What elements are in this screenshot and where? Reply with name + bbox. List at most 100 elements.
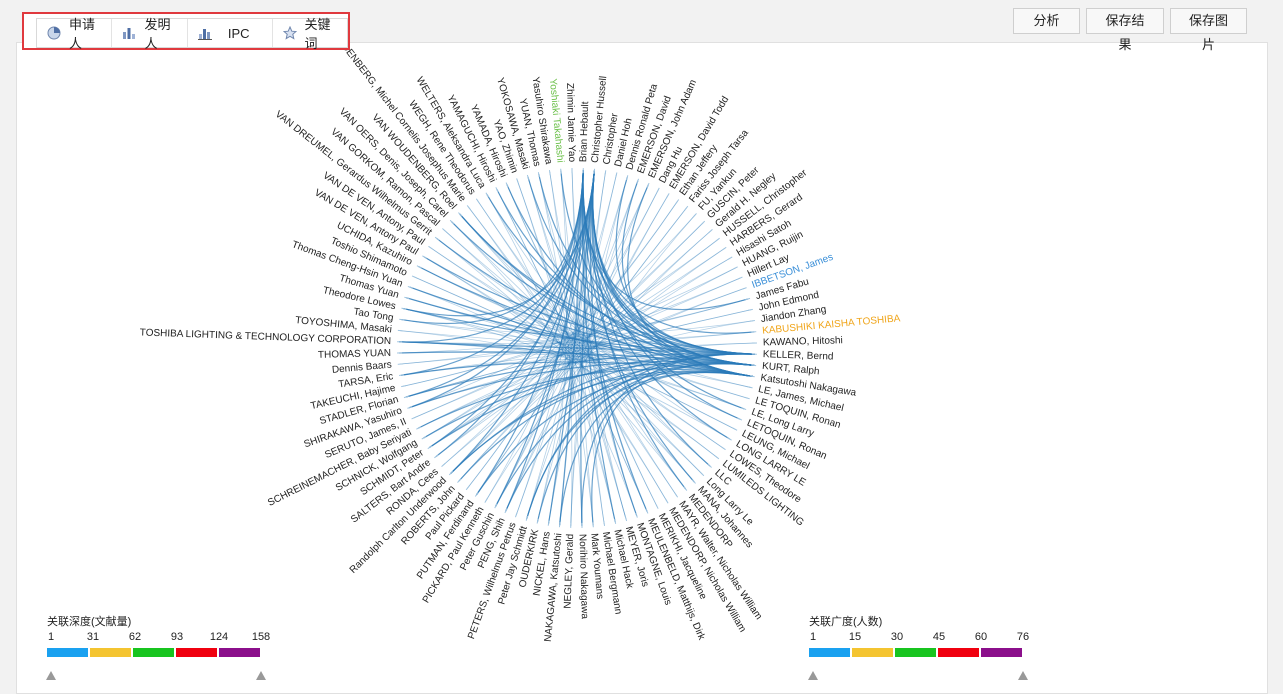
chord-node-tick[interactable] [738,277,743,279]
chord-node-tick[interactable] [646,509,648,514]
chord-node-tick[interactable] [434,455,438,458]
chord-node-tick[interactable] [745,298,750,299]
chord-node-tick[interactable] [675,493,678,497]
toolbar: 分析 保存结果 保存图片 [1013,8,1247,34]
chord-node-tick[interactable] [727,438,731,441]
tab-ipc[interactable]: IPC [188,19,273,47]
chord-node-tick[interactable] [412,276,417,278]
chord-node-tick[interactable] [495,504,497,508]
chord-node-tick[interactable] [625,516,626,521]
chord-node-tick[interactable] [526,516,527,521]
chord-node-tick[interactable] [435,237,439,240]
chord-node-tick[interactable] [475,492,478,496]
chord-node-tick[interactable] [527,175,528,180]
chord-node-tick[interactable] [733,267,737,269]
breadth-max-handle[interactable] [1018,671,1028,680]
save-result-button[interactable]: 保存结果 [1086,8,1164,34]
chord-node-tick[interactable] [657,188,659,192]
chord-node-tick[interactable] [748,309,753,310]
chord-node-tick[interactable] [517,178,519,183]
chord-node-tick[interactable] [442,228,446,231]
chord-node-label[interactable]: Norihiro Nakagawa [577,534,590,620]
chord-node-tick[interactable] [709,229,713,232]
chord-node-label[interactable]: KAWANO, Hitoshi [763,335,843,348]
chord-node-tick[interactable] [742,288,747,290]
chord-node-tick[interactable] [716,238,720,241]
chord-node-tick[interactable] [701,221,705,225]
chord-node-label[interactable]: NEGLEY, Gerald [563,534,577,609]
chord-node-tick[interactable] [505,508,507,513]
chord-node-tick[interactable] [721,447,725,450]
chord-node-tick[interactable] [417,266,421,268]
analyze-button[interactable]: 分析 [1013,8,1080,34]
chord-node-tick[interactable] [685,206,688,210]
chord-node-tick[interactable] [605,170,606,175]
chord-node-tick[interactable] [404,396,409,397]
chord-node-tick[interactable] [615,519,616,524]
chord-node-tick[interactable] [549,170,550,175]
chord-node-tick[interactable] [428,246,432,249]
tab-inventor[interactable]: 发明人 [112,19,187,47]
chord-node-tick[interactable] [728,257,732,260]
chord-node-tick[interactable] [700,472,704,476]
chord-node-tick[interactable] [537,519,538,524]
chord-node-label[interactable]: Zhimin Jamie Yao [564,83,577,163]
chord-node-tick[interactable] [412,417,417,419]
chord-node-tick[interactable] [422,256,426,259]
chord-node-tick[interactable] [676,199,679,203]
chord-node-tick[interactable] [684,487,687,491]
save-image-button[interactable]: 保存图片 [1170,8,1247,34]
chord-node-tick[interactable] [515,512,517,517]
legend-color-bar [47,648,88,657]
chord-node-tick[interactable] [715,456,719,459]
chord-node-tick[interactable] [442,463,446,466]
chord-node-tick[interactable] [422,437,426,440]
chord-node-label[interactable]: KELLER, Bernd [763,349,834,362]
chord-node-tick[interactable] [506,183,508,188]
chord-node-tick[interactable] [656,504,658,508]
star-icon [283,26,297,40]
chord-node-tick[interactable] [626,175,627,180]
tab-applicant[interactable]: 申请人 [37,19,112,47]
chord-node-tick[interactable] [693,213,696,217]
chord-node-tick[interactable] [401,386,406,387]
chord-node-label[interactable]: Brian Hebault [578,101,591,162]
chord-node-tick[interactable] [616,172,617,177]
chord-node-tick[interactable] [458,213,461,217]
chord-node-tick[interactable] [722,247,726,250]
chord-node-tick[interactable] [401,308,406,309]
chord-node-tick[interactable] [467,205,470,209]
chord-node-tick[interactable] [485,498,488,502]
depth-legend-bars [47,648,277,657]
chord-node-tick[interactable] [692,480,695,484]
chord-node-tick[interactable] [708,464,712,467]
chord-node-tick[interactable] [748,387,753,388]
chord-node-tick[interactable] [496,187,498,191]
chord-node-tick[interactable] [647,183,649,188]
chord-node-tick[interactable] [428,446,432,449]
chord-node-tick[interactable] [538,172,539,177]
chord-node-tick[interactable] [604,521,605,526]
chord-node-label[interactable]: THOMAS YUAN [318,348,391,361]
chord-node-tick[interactable] [666,499,669,503]
chord-node-tick[interactable] [486,193,489,197]
chord-node-tick[interactable] [745,397,750,398]
chord-node-tick[interactable] [476,199,479,203]
chord-node-tick[interactable] [416,427,420,429]
chord-node-tick[interactable] [733,428,737,430]
chord-node-tick[interactable] [466,486,469,490]
chord-node-tick[interactable] [737,418,742,420]
breadth-legend-title: 关联广度(人数) [809,613,1039,627]
chord-node-tick[interactable] [667,193,670,197]
breadth-min-handle[interactable] [808,671,818,680]
tab-keyword[interactable]: 关键词 [273,19,347,47]
chord-node-tick[interactable] [404,297,409,298]
depth-max-handle[interactable] [256,671,266,680]
chord-node-tick[interactable] [449,471,453,475]
chord-node-tick[interactable] [450,220,454,224]
legend-tick-label: 93 [171,631,183,643]
chord-node-tick[interactable] [750,320,755,321]
chord-node-tick[interactable] [457,479,460,483]
depth-min-handle[interactable] [46,671,56,680]
